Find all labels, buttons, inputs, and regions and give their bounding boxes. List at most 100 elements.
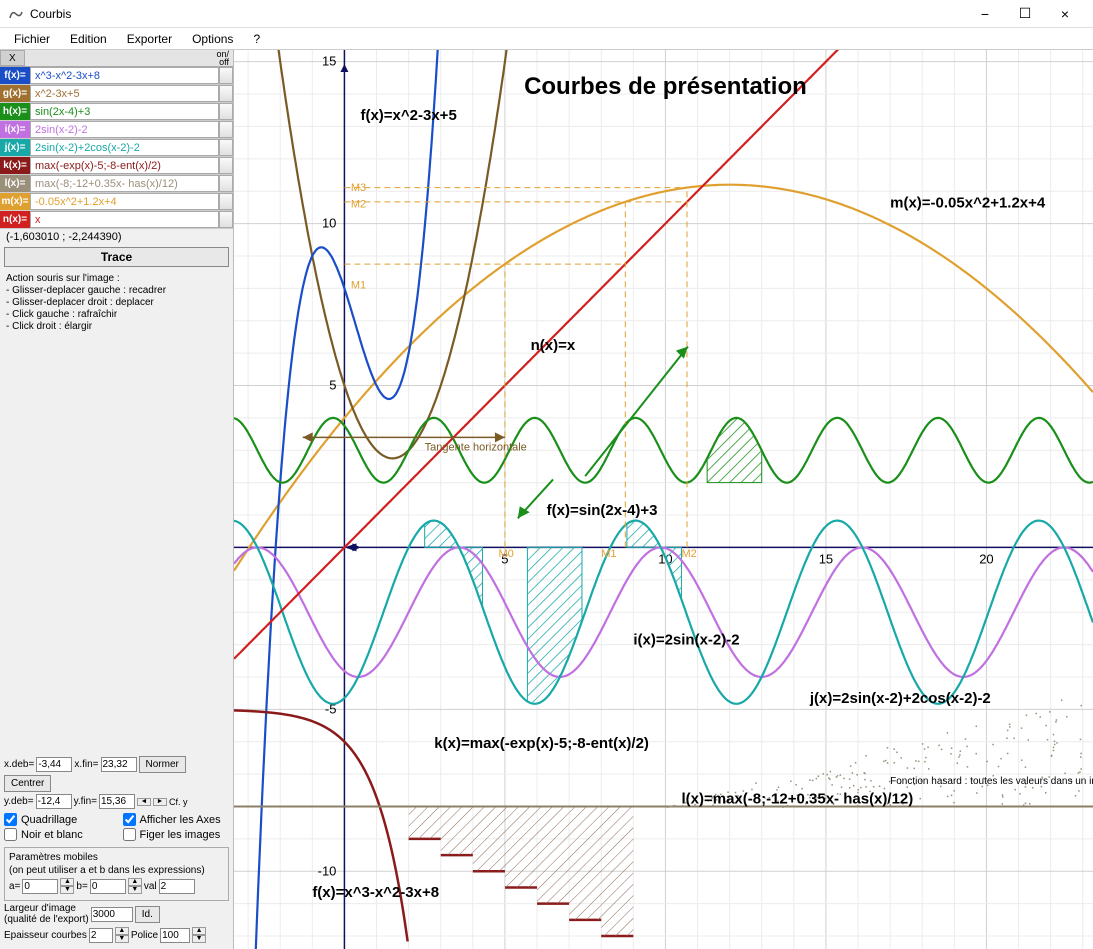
svg-text:10: 10 — [322, 216, 336, 231]
plot-area[interactable]: 5101520-10-551015Courbes de présentation… — [234, 50, 1093, 949]
svg-text:Courbes de présentation: Courbes de présentation — [524, 73, 807, 100]
b-spinner[interactable]: ▲▼ — [128, 878, 142, 894]
help-line: - Glisser-deplacer gauche : recadrer — [6, 285, 227, 297]
sidebar: X on/off f(x)= g(x)= h(x)= i(x)= j(x)= k… — [0, 50, 234, 949]
function-badge: i(x)= — [0, 121, 30, 138]
function-badge: g(x)= — [0, 85, 30, 102]
svg-text:j(x)=2sin(x-2)+2cos(x-2)-2: j(x)=2sin(x-2)+2cos(x-2)-2 — [809, 690, 991, 707]
function-row: i(x)= — [0, 121, 233, 139]
function-toggle[interactable] — [219, 193, 233, 210]
tab-close[interactable]: X — [0, 50, 25, 66]
menu-fichier[interactable]: Fichier — [4, 30, 60, 48]
help-line: - Click droit : élargir — [6, 321, 227, 333]
normer-button[interactable]: Normer — [139, 756, 186, 773]
epaisseur-spinner[interactable]: ▲▼ — [115, 927, 129, 943]
function-badge: k(x)= — [0, 157, 30, 174]
params-title: Paramètres mobiles — [9, 852, 224, 863]
minimize-button[interactable]: − — [965, 0, 1005, 28]
centrer-button[interactable]: Centrer — [4, 775, 51, 792]
epaisseur-input[interactable] — [89, 928, 113, 943]
function-expr-input[interactable] — [30, 121, 219, 138]
function-list: f(x)= g(x)= h(x)= i(x)= j(x)= k(x)= l(x)… — [0, 67, 233, 229]
trace-button[interactable]: Trace — [4, 247, 229, 267]
help-line: - Glisser-deplacer droit : deplacer — [6, 297, 227, 309]
svg-text:m(x)=-0.05x^2+1.2x+4: m(x)=-0.05x^2+1.2x+4 — [890, 194, 1046, 211]
maximize-button[interactable]: ☐ — [1005, 0, 1045, 28]
menu-options[interactable]: Options — [182, 30, 243, 48]
function-expr-input[interactable] — [30, 103, 219, 120]
function-expr-input[interactable] — [30, 175, 219, 192]
svg-text:l(x)=max(-8;-12+0.35x- has(x)/: l(x)=max(-8;-12+0.35x- has(x)/12) — [681, 790, 913, 807]
function-row: m(x)= — [0, 193, 233, 211]
function-toggle[interactable] — [219, 121, 233, 138]
xfin-label: x.fin= — [74, 759, 98, 770]
menu-help[interactable]: ? — [243, 30, 270, 48]
tabs: X on/off — [0, 50, 233, 67]
svg-text:15: 15 — [819, 551, 833, 566]
svg-text:5: 5 — [329, 378, 336, 393]
axes-checkbox[interactable]: Afficher les Axes — [123, 813, 230, 826]
function-toggle[interactable] — [219, 175, 233, 192]
function-row: l(x)= — [0, 175, 233, 193]
a-input[interactable] — [22, 879, 58, 894]
svg-text:M3: M3 — [351, 182, 366, 194]
svg-text:f(x)=x^3-x^2-3x+8: f(x)=x^3-x^2-3x+8 — [312, 884, 439, 901]
svg-text:M1: M1 — [601, 548, 616, 560]
function-row: h(x)= — [0, 103, 233, 121]
svg-text:n(x)=x: n(x)=x — [531, 337, 576, 354]
id-button[interactable]: Id. — [135, 906, 160, 923]
police-input[interactable] — [160, 928, 190, 943]
menu-exporter[interactable]: Exporter — [117, 30, 182, 48]
app-icon — [8, 6, 24, 22]
function-toggle[interactable] — [219, 139, 233, 156]
val-label: val — [144, 881, 157, 892]
function-toggle[interactable] — [219, 211, 233, 228]
a-label: a= — [9, 881, 20, 892]
b-label: b= — [76, 881, 87, 892]
a-spinner[interactable]: ▲▼ — [60, 878, 74, 894]
close-button[interactable]: × — [1045, 0, 1085, 28]
function-badge: j(x)= — [0, 139, 30, 156]
mouse-help: Action souris sur l'image : - Glisser-de… — [0, 269, 233, 337]
xdeb-label: x.deb= — [4, 759, 34, 770]
police-spinner[interactable]: ▲▼ — [192, 927, 206, 943]
function-row: g(x)= — [0, 85, 233, 103]
function-toggle[interactable] — [219, 103, 233, 120]
svg-text:f(x)=x^2-3x+5: f(x)=x^2-3x+5 — [360, 107, 456, 124]
noir-blanc-checkbox[interactable]: Noir et blanc — [4, 828, 111, 841]
svg-text:M2: M2 — [681, 548, 696, 560]
function-expr-input[interactable] — [30, 193, 219, 210]
svg-text:-10: -10 — [318, 863, 337, 878]
function-expr-input[interactable] — [30, 157, 219, 174]
yfin-input[interactable] — [99, 794, 135, 809]
quadrillage-checkbox[interactable]: Quadrillage — [4, 813, 111, 826]
val-input[interactable] — [159, 879, 195, 894]
function-toggle[interactable] — [219, 67, 233, 84]
svg-text:Tangente horizontale: Tangente horizontale — [425, 441, 527, 453]
function-toggle[interactable] — [219, 157, 233, 174]
function-expr-input[interactable] — [30, 139, 219, 156]
function-expr-input[interactable] — [30, 211, 219, 228]
nav-left-button[interactable]: ◄ — [137, 798, 151, 806]
function-toggle[interactable] — [219, 85, 233, 102]
function-badge: f(x)= — [0, 67, 30, 84]
ydeb-label: y.deb= — [4, 796, 34, 807]
largeur-input[interactable] — [91, 907, 133, 922]
figer-checkbox[interactable]: Figer les images — [123, 828, 230, 841]
b-input[interactable] — [90, 879, 126, 894]
function-badge: n(x)= — [0, 211, 30, 228]
xfin-input[interactable] — [101, 757, 137, 772]
help-line: - Click gauche : rafraîchir — [6, 309, 227, 321]
function-expr-input[interactable] — [30, 85, 219, 102]
epaisseur-label: Epaisseur courbes — [4, 930, 87, 941]
cfy-label: Cf. y — [169, 797, 188, 807]
coordinates-readout: (-1,603010 ; -2,244390) — [0, 229, 233, 245]
xdeb-input[interactable] — [36, 757, 72, 772]
menu-edition[interactable]: Edition — [60, 30, 117, 48]
params-group: Paramètres mobiles (on peut utiliser a e… — [4, 847, 229, 901]
nav-right-button[interactable]: ► — [153, 798, 167, 806]
svg-text:M1: M1 — [351, 279, 366, 291]
help-title: Action souris sur l'image : — [6, 273, 227, 285]
function-expr-input[interactable] — [30, 67, 219, 84]
ydeb-input[interactable] — [36, 794, 72, 809]
